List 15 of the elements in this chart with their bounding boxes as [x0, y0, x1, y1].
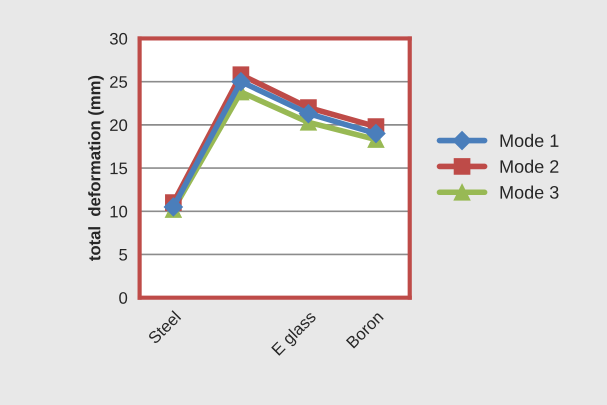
- y-tick-label: 30: [110, 32, 128, 45]
- y-tick-label: 10: [110, 206, 128, 218]
- y-tick-label: 5: [119, 249, 128, 261]
- point: [366, 124, 386, 144]
- y-tick-label: 20: [110, 119, 128, 132]
- y-tick-label: 15: [110, 162, 128, 174]
- y-axis-title: total deformation (mm): [88, 76, 104, 261]
- legend-label: Mode 2: [500, 160, 558, 173]
- legend-label: Mode 1: [500, 134, 558, 148]
- point: [231, 72, 250, 92]
- legend-label: Mode 3: [500, 186, 558, 199]
- y-tick-label: 25: [110, 76, 128, 88]
- point: [298, 104, 318, 124]
- point: [164, 197, 183, 216]
- y-tick-label: 0: [119, 292, 128, 304]
